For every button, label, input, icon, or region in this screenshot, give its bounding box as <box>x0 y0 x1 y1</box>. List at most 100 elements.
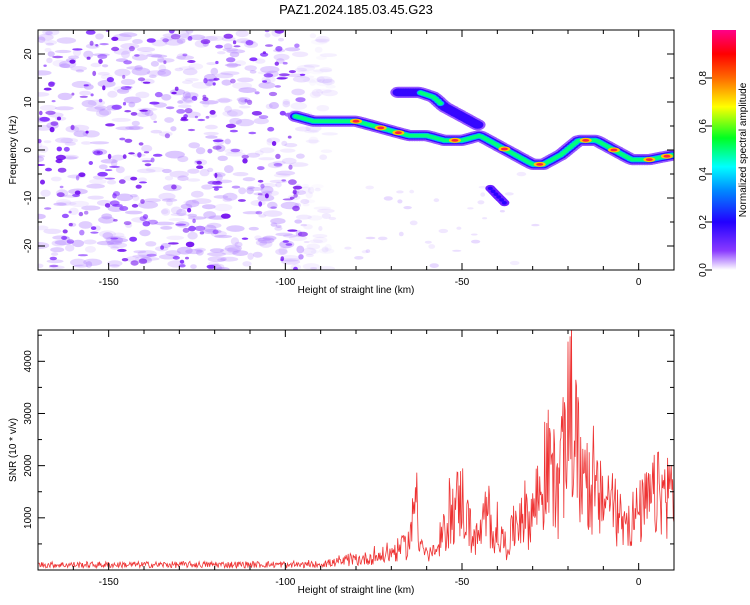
noise-core <box>123 60 132 65</box>
noise-blob <box>281 157 297 165</box>
noise-core <box>265 44 273 47</box>
noise-blob <box>60 137 78 144</box>
noise-blob <box>316 76 325 83</box>
noise-blob <box>302 203 310 207</box>
noise-core <box>110 237 119 240</box>
noise-blob <box>284 47 301 52</box>
noise-blob <box>157 56 165 63</box>
noise-core <box>188 225 196 232</box>
noise-core <box>226 57 236 63</box>
noise-core <box>287 229 298 232</box>
snr-panel: -150 -100 -50 0 1000 2000 3000 4000 Height of … <box>8 329 675 596</box>
noise-blob <box>53 202 67 206</box>
noise-core <box>70 124 75 131</box>
noise-blob <box>95 33 104 40</box>
noise-blob <box>319 67 333 73</box>
noise-blob <box>232 250 249 256</box>
noise-blob <box>235 30 249 38</box>
noise-blob <box>267 201 278 209</box>
noise-core <box>294 43 300 48</box>
noise-core <box>262 80 268 83</box>
noise-blob <box>270 218 286 225</box>
noise-blob <box>73 130 89 138</box>
noise-blob <box>314 38 330 42</box>
noise-core <box>99 43 109 46</box>
noise-blob <box>214 234 233 239</box>
noise-blob <box>38 225 49 231</box>
noise-blob <box>85 261 93 268</box>
noise-blob <box>344 246 352 250</box>
noise-blob <box>322 78 335 86</box>
x-tick-label: -100 <box>275 277 295 288</box>
noise-blob <box>56 37 77 44</box>
noise-blob <box>43 140 52 144</box>
noise-core <box>104 177 116 180</box>
noise-core <box>171 184 177 190</box>
noise-blob <box>238 87 257 93</box>
ridge-peak <box>536 163 544 166</box>
noise-core <box>244 98 248 103</box>
noise-core <box>97 54 108 59</box>
noise-blob <box>365 185 375 190</box>
noise-core <box>52 55 64 59</box>
noise-blob <box>320 149 333 153</box>
noise-core <box>170 34 181 40</box>
noise-core <box>74 190 81 195</box>
noise-core <box>174 86 179 92</box>
noise-blob <box>46 57 53 64</box>
noise-blob <box>69 200 89 208</box>
noise-blob <box>38 263 44 268</box>
ridge-peak <box>645 158 653 162</box>
noise-core <box>275 46 283 52</box>
noise-core <box>50 121 59 126</box>
noise-core <box>288 179 297 185</box>
noise-core <box>162 38 169 43</box>
noise-core <box>293 266 298 270</box>
noise-blob <box>38 145 49 153</box>
noise-core <box>130 176 138 181</box>
noise-core <box>251 111 262 116</box>
colorbar-tick-label: 0.6 <box>698 119 709 133</box>
noise-core <box>38 138 42 144</box>
x-tick-label: -100 <box>275 577 295 588</box>
noise-blob <box>161 208 171 216</box>
noise-blob <box>319 154 328 160</box>
noise-blob <box>324 243 332 252</box>
noise-core <box>206 264 216 269</box>
noise-blob <box>438 228 449 234</box>
noise-core <box>212 82 216 86</box>
noise-core <box>143 151 150 154</box>
noise-core <box>113 219 118 222</box>
noise-blob <box>161 94 172 101</box>
noise-blob <box>81 141 92 145</box>
noise-blob <box>177 155 189 163</box>
noise-blob <box>305 199 316 204</box>
noise-core <box>111 36 119 42</box>
noise-blob <box>83 258 103 266</box>
noise-core <box>97 171 108 177</box>
noise-blob <box>59 63 71 68</box>
noise-blob <box>158 64 167 73</box>
noise-blob <box>274 226 283 231</box>
noise-core <box>262 51 266 54</box>
noise-blob <box>195 147 206 155</box>
noise-blob <box>202 228 222 235</box>
noise-core <box>95 44 99 47</box>
noise-blob <box>51 240 67 247</box>
noise-blob <box>164 38 184 46</box>
noise-core <box>68 210 72 214</box>
noise-blob <box>471 239 481 244</box>
noise-core <box>182 227 190 233</box>
noise-blob <box>209 113 218 118</box>
noise-blob <box>86 106 106 112</box>
noise-core <box>48 81 55 87</box>
noise-blob <box>297 70 311 75</box>
noise-blob <box>247 186 255 190</box>
noise-blob <box>259 239 273 248</box>
noise-core <box>59 185 64 189</box>
noise-core <box>196 165 204 169</box>
noise-blob <box>187 178 201 182</box>
noise-core <box>205 115 210 119</box>
noise-core <box>212 139 224 143</box>
noise-core <box>288 70 296 74</box>
